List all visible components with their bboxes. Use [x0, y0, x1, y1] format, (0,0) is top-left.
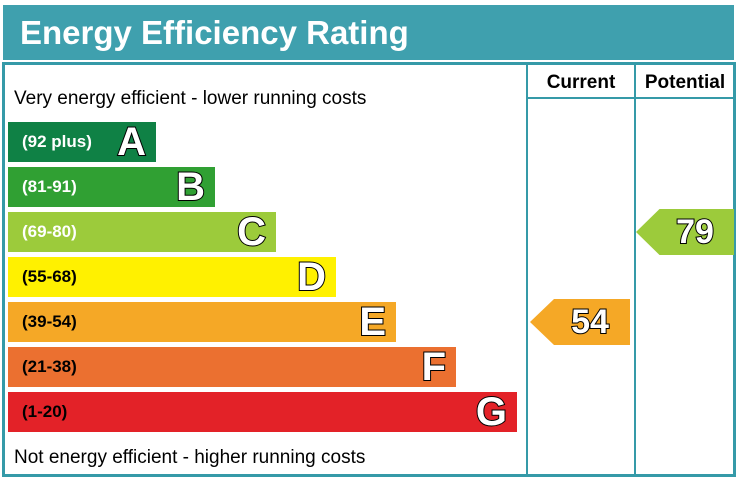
- page-title: Energy Efficiency Rating: [20, 14, 409, 51]
- band-letter: F: [421, 345, 447, 389]
- potential-rating-value: 79: [675, 212, 715, 252]
- potential-column-header: Potential: [644, 72, 726, 93]
- band-g: (1-20) G: [8, 390, 517, 434]
- band-letter: D: [296, 255, 327, 299]
- band-letter: E: [358, 300, 387, 344]
- band-a: (92 plus) A: [8, 120, 156, 164]
- current-rating-arrow: 54: [530, 299, 630, 345]
- potential-column-divider: [634, 62, 636, 477]
- band-range-label: (81-91): [22, 177, 77, 196]
- band-range-label: (39-54): [22, 312, 77, 331]
- band-range-label: (55-68): [22, 267, 77, 286]
- band-letter: C: [236, 210, 267, 254]
- band-letter: A: [116, 120, 147, 164]
- band-letter: B: [175, 165, 206, 209]
- current-column-header: Current: [546, 72, 616, 93]
- band-range-label: (92 plus): [22, 132, 92, 151]
- column-header-underline: [526, 97, 734, 99]
- band-e: (39-54) E: [8, 300, 396, 344]
- potential-rating-arrow: 79: [636, 209, 734, 255]
- top-note: Very energy efficient - lower running co…: [14, 88, 367, 109]
- band-d: (55-68) D: [8, 255, 336, 299]
- band-letter: G: [475, 390, 508, 434]
- bottom-note: Not energy efficient - higher running co…: [14, 447, 366, 468]
- current-column-divider: [526, 62, 528, 477]
- band-b: (81-91) B: [8, 165, 215, 209]
- current-rating-value: 54: [570, 302, 610, 342]
- band-range-label: (21-38): [22, 357, 77, 376]
- title-bar: Energy Efficiency Rating: [3, 5, 734, 60]
- band-c: (69-80) C: [8, 210, 276, 254]
- band-range-label: (1-20): [22, 402, 68, 421]
- band-range-label: (69-80): [22, 222, 77, 241]
- band-f: (21-38) F: [8, 345, 456, 389]
